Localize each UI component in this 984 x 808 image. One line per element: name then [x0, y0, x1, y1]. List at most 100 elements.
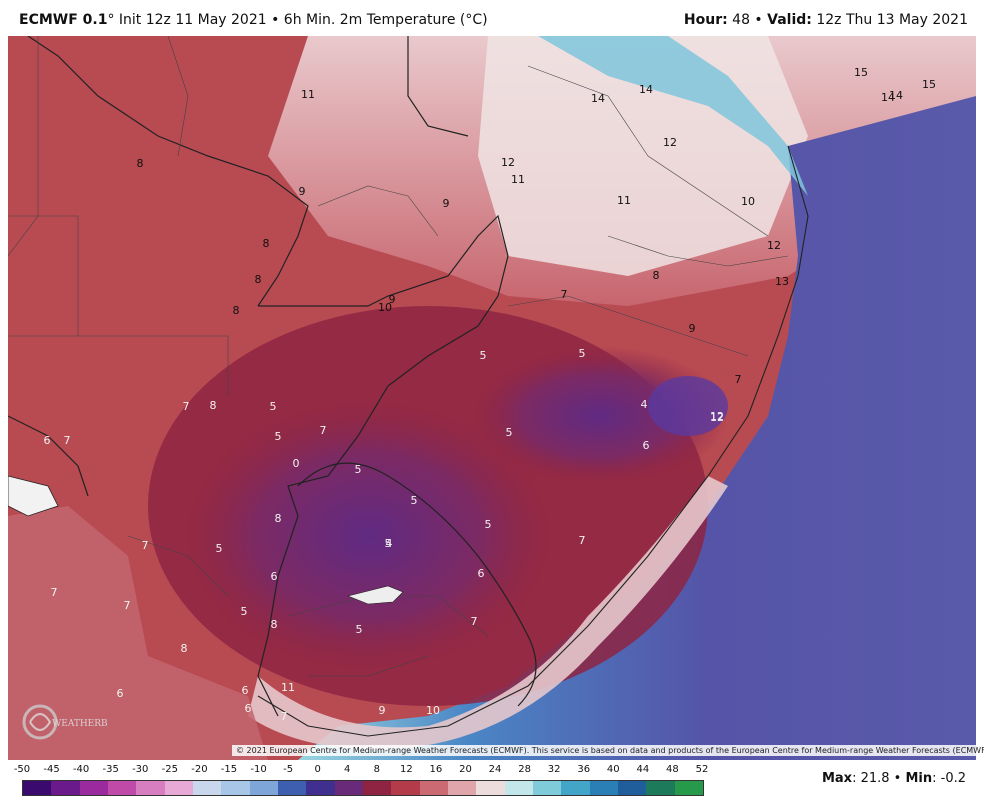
temperature-label: 8	[210, 399, 217, 412]
legend-swatch	[306, 781, 335, 795]
min-value: : -0.2	[932, 771, 966, 786]
temperature-label: 5	[579, 347, 586, 360]
temperature-label: 15	[854, 66, 868, 79]
legend-tick-label: -15	[220, 764, 238, 775]
temperature-label: 12	[663, 136, 677, 149]
legend-tick-label: 20	[459, 764, 472, 775]
legend-tick-label: 48	[666, 764, 679, 775]
coastal-strip	[248, 476, 728, 750]
temperature-label: 5	[216, 542, 223, 555]
legend-tick-label: -45	[43, 764, 60, 775]
max-min-readout: Max: 21.8 • Min: -0.2	[822, 771, 966, 786]
legend-swatch	[51, 781, 80, 795]
temperature-label: 10	[378, 301, 392, 314]
legend-tick-label: -10	[250, 764, 267, 775]
temperature-label: 5	[385, 537, 392, 550]
copyright-notice: © 2021 European Centre for Medium-range …	[232, 745, 984, 756]
temperature-label: 4	[641, 398, 648, 411]
temperature-label: 8	[263, 237, 270, 250]
temperature-label: 7	[735, 373, 742, 386]
temperature-label: 11	[617, 194, 631, 207]
header-valid: Hour: 48 • Valid: 12z Thu 13 May 2021	[684, 12, 968, 28]
island	[8, 475, 59, 517]
temperature-label: 8	[233, 304, 240, 317]
temperature-label: 5	[480, 349, 487, 362]
legend-ticks: -50 -45 -40 -35 -30 -25 -20 -15 -10 -5 0 4 8 12 16 20 24…	[14, 764, 709, 778]
cold-spot	[648, 376, 728, 436]
legend-tick-label: -20	[191, 764, 208, 775]
temperature-label: 10	[741, 195, 755, 208]
legend-swatch	[249, 781, 278, 795]
legend-tick-label: -25	[161, 764, 178, 775]
temperature-label: 7	[183, 400, 190, 413]
legend-swatch	[107, 781, 137, 795]
legend-swatch	[362, 781, 392, 795]
legend-tick-label: 44	[636, 764, 650, 775]
legend-swatch	[447, 781, 477, 795]
cold-core-east	[468, 346, 728, 486]
temperature-label: 5	[356, 623, 363, 636]
temperature-label: 9	[689, 322, 696, 335]
legend-tick-label: 0	[314, 764, 321, 775]
header-title: ECMWF 0.1° Init 12z 11 May 2021 • 6h Min…	[19, 12, 488, 28]
legend-swatch	[532, 781, 562, 795]
legend-swatch	[646, 781, 675, 795]
valid-label: Valid:	[767, 12, 812, 28]
hour-label: Hour:	[683, 12, 728, 28]
max-label: Max	[821, 771, 853, 786]
legend-tick-label: -30	[132, 764, 149, 775]
legend-tick-label: 40	[606, 764, 620, 775]
legend-tick-label: -5	[283, 764, 294, 775]
province-borders	[8, 36, 789, 677]
legend-tick-label: 8	[373, 764, 380, 775]
temperature-label: 7	[64, 434, 71, 447]
temperature-label: 6	[44, 434, 51, 447]
legend-swatch	[561, 781, 590, 795]
legend-tick-label: 4	[344, 764, 351, 775]
temperature-label: 4	[386, 537, 393, 550]
legend-swatch	[277, 781, 307, 795]
legend-swatch	[79, 781, 108, 795]
temperature-label: 8	[271, 618, 278, 631]
temperature-label: 6	[245, 702, 252, 715]
temperature-label: 8	[653, 269, 660, 282]
legend-swatch	[476, 781, 505, 795]
legend-tick-label: -50	[13, 764, 31, 775]
temperature-label: 5	[270, 400, 277, 413]
temperature-label: 11	[281, 681, 295, 694]
temperature-label: 14	[591, 92, 605, 105]
logo-text: WEATHERBELL	[52, 719, 108, 729]
legend-tick-label: -35	[102, 764, 119, 775]
temperature-label: 9	[379, 704, 386, 717]
temperature-label: 8	[137, 157, 144, 170]
temperature-label: 13	[775, 275, 789, 288]
temperature-label: 6	[271, 570, 278, 583]
color-legend: -50 -45 -40 -35 -30 -25 -20 -15 -10 -5 0 4 8 12 16 20 24…	[14, 764, 709, 804]
valid-value: 12z Thu 13 May 2021	[816, 12, 968, 28]
legend-swatch	[164, 781, 193, 795]
legend-tick-label: 32	[547, 764, 561, 775]
hour-value: 48	[732, 12, 750, 28]
temperature-label: 15	[922, 78, 936, 91]
temperature-label: 7	[579, 534, 586, 547]
legend-tick-label: -40	[72, 764, 90, 775]
temperature-map[interactable]: 11 8 9 9 8 8 8 9 10 12 11 14 14 15 14 14 15 12 11 10 12 8 13 9 7…	[8, 36, 976, 760]
northern-coast-water	[538, 36, 808, 196]
temperature-label: 6	[117, 687, 124, 700]
temperature-label: 8	[275, 512, 282, 525]
temperature-label: 5	[275, 430, 282, 443]
legend-swatch	[419, 781, 448, 795]
legend-bar	[22, 780, 704, 796]
temperature-label: 9	[389, 293, 396, 306]
temperature-label: 6	[242, 684, 249, 697]
separator: •	[749, 12, 768, 28]
temperature-label: 7	[281, 710, 288, 723]
temperature-label: 12	[501, 156, 515, 169]
max-value: : 21.8 •	[852, 771, 906, 786]
temperature-label: 11	[301, 88, 315, 101]
temperature-label: 14	[639, 83, 653, 96]
legend-swatch	[136, 781, 165, 795]
temperature-label: 5	[411, 494, 418, 507]
legend-tick-label: 28	[518, 764, 531, 775]
